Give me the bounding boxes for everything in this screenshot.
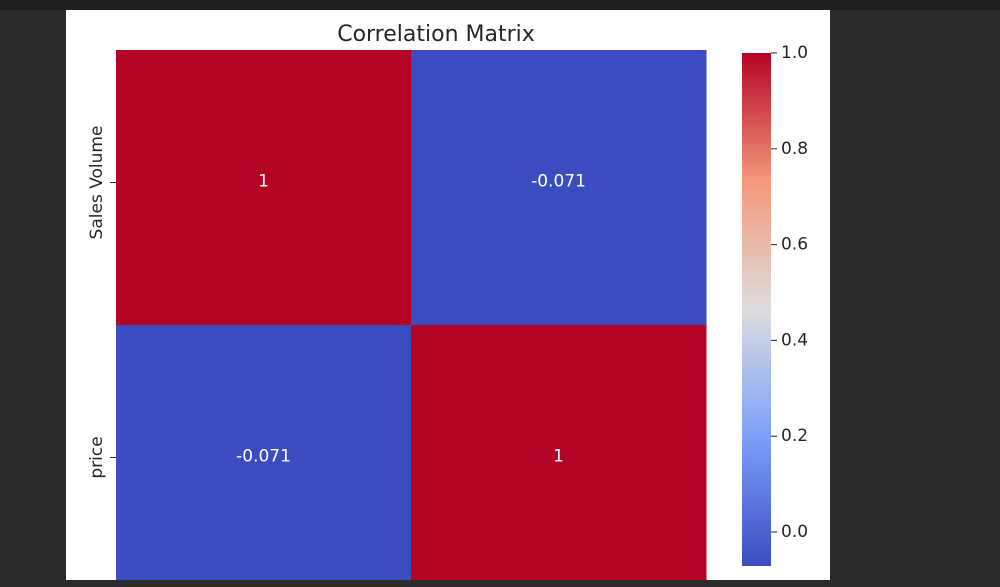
figure: Correlation Matrix 1 -0.071 -0.071 1 Sales … [66, 10, 830, 580]
colorbar-tick-label: 1.0 [781, 43, 808, 63]
colorbar-tick-label: 0.0 [781, 522, 808, 542]
colorbar [742, 53, 771, 566]
top-bar [0, 0, 1000, 10]
cell-annotation: 1 [553, 447, 564, 467]
colorbar-tick-label: 0.6 [781, 235, 808, 255]
colorbar-axis: 0.0 0.2 0.4 0.6 0.8 1.0 [771, 43, 808, 542]
heatmap-cell [116, 325, 412, 580]
heatmap-cells [116, 50, 707, 580]
cell-annotation: 1 [258, 172, 269, 192]
heatmap-cell [411, 325, 707, 580]
y-tick-label: price [87, 436, 107, 478]
heatmap-cell [116, 50, 412, 326]
colorbar-tick-label: 0.2 [781, 426, 808, 446]
heatmap-cell [411, 50, 707, 326]
colorbar-tick-label: 0.4 [781, 330, 808, 350]
colorbar-tick-label: 0.8 [781, 139, 808, 159]
correlation-heatmap: Correlation Matrix 1 -0.071 -0.071 1 Sales … [87, 22, 808, 580]
heatmap-annotations: 1 -0.071 -0.071 1 [236, 172, 586, 467]
cell-annotation: -0.071 [531, 172, 586, 192]
y-tick-label: Sales Volume [87, 126, 107, 240]
y-axis: Sales Volume price [87, 126, 116, 479]
cell-annotation: -0.071 [236, 447, 291, 467]
chart-title: Correlation Matrix [337, 22, 535, 47]
